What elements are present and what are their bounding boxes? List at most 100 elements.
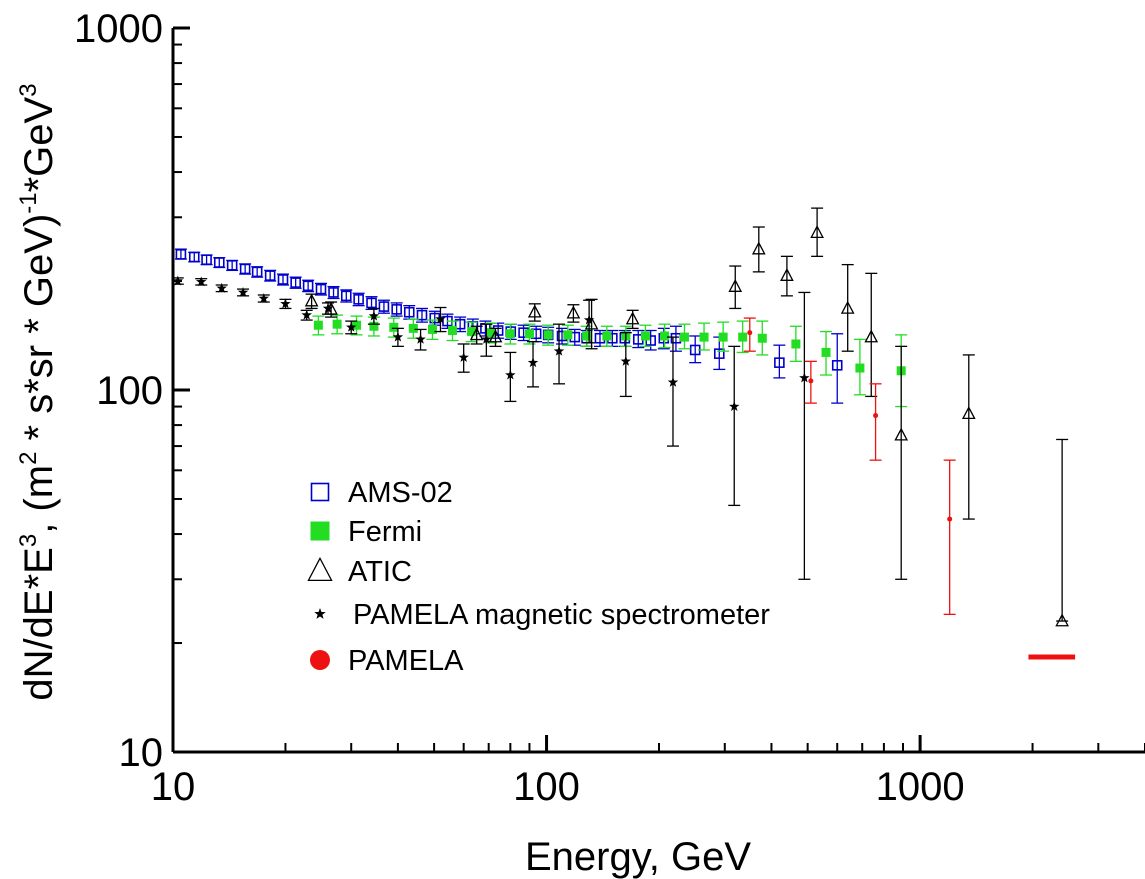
- data-point: [543, 330, 553, 340]
- data-point: [172, 275, 184, 286]
- data-point: [699, 332, 709, 342]
- x-tick-label: 10: [151, 765, 196, 809]
- data-point: [667, 376, 679, 387]
- data-point: [322, 302, 334, 313]
- data-point: [290, 277, 301, 288]
- series-fermi: [312, 314, 908, 408]
- legend: AMS-02 Fermi ATIC PAMELA magnetic spectrome…: [307, 477, 770, 677]
- legend-label: PAMELA: [348, 645, 464, 677]
- data-point: [640, 331, 650, 341]
- data-point: [738, 332, 748, 342]
- data-point: [454, 318, 466, 330]
- data-point: [352, 320, 362, 330]
- data-point: [310, 521, 330, 541]
- data-point: [304, 293, 319, 307]
- data-point: [729, 401, 740, 412]
- data-point: [346, 321, 357, 332]
- data-point: [855, 363, 865, 373]
- data-point: [310, 650, 330, 670]
- x-tick-label: 1000: [876, 765, 965, 809]
- data-point: [392, 331, 404, 342]
- y-tick-label: 1000: [74, 7, 163, 51]
- data-point: [625, 311, 640, 325]
- y-title-sup-d: 3: [15, 83, 42, 96]
- data-point: [216, 282, 227, 293]
- data-point: [307, 556, 333, 581]
- data-point: [873, 413, 879, 419]
- data-point: [780, 267, 794, 281]
- data-point: [505, 329, 515, 339]
- data-point: [328, 287, 339, 298]
- data-point: [747, 330, 753, 336]
- data-point: [582, 331, 592, 341]
- data-point: [831, 360, 843, 371]
- data-point: [810, 224, 824, 239]
- y-axis-title: dN/dE*E3, (m2 * s*sr * GeV)-1*GeV3: [15, 83, 61, 700]
- data-point: [481, 333, 492, 344]
- data-point: [645, 335, 656, 346]
- data-point: [201, 254, 212, 266]
- y-title-part-b: , (m: [17, 465, 61, 534]
- y-title-part-a: dN/dE*E: [17, 547, 61, 700]
- data-point: [840, 300, 855, 314]
- data-point: [821, 347, 831, 357]
- data-point: [718, 332, 728, 342]
- data-point: [553, 345, 565, 356]
- legend-label: ATIC: [348, 556, 412, 588]
- x-axis-title: Energy, GeV: [525, 835, 751, 879]
- data-point: [505, 369, 516, 380]
- data-point: [314, 607, 326, 619]
- data-point: [368, 310, 380, 321]
- data-point: [389, 322, 399, 332]
- data-point: [791, 339, 801, 349]
- data-point: [310, 482, 330, 502]
- data-point: [947, 516, 953, 522]
- data-point: [961, 405, 976, 420]
- x-tick-label: 100: [513, 765, 580, 809]
- data-point: [467, 327, 477, 337]
- legend-label: AMS-02: [348, 477, 453, 509]
- data-point: [416, 309, 428, 321]
- data-point: [566, 305, 581, 319]
- data-point: [340, 290, 352, 302]
- data-point: [366, 297, 377, 309]
- data-point: [408, 323, 418, 333]
- data-point: [332, 319, 342, 329]
- data-point: [751, 241, 766, 255]
- data-point: [403, 306, 415, 318]
- data-point: [757, 333, 767, 343]
- y-title-sup-c: -1: [15, 192, 42, 213]
- legend-label: PAMELA magnetic spectrometer: [353, 599, 770, 631]
- data-point: [486, 328, 496, 338]
- data-point: [188, 251, 200, 263]
- data-point: [728, 278, 743, 292]
- data-point: [415, 333, 426, 344]
- y-title-part-c: * s*sr * GeV): [17, 214, 61, 452]
- data-point: [799, 372, 810, 383]
- data-point: [527, 357, 539, 368]
- data-point: [378, 301, 390, 312]
- series-layer: [171, 207, 1076, 660]
- data-point: [369, 321, 379, 331]
- series-pamela-magnetic-spectrometer: [171, 275, 811, 580]
- data-point: [447, 326, 457, 336]
- data-point: [435, 313, 446, 324]
- data-point: [458, 351, 469, 362]
- y-title-sup-a: 3: [15, 534, 42, 547]
- data-point: [864, 329, 879, 343]
- data-point: [524, 329, 534, 339]
- data-point: [313, 320, 323, 330]
- data-point: [258, 292, 270, 303]
- data-point: [774, 357, 785, 368]
- data-point: [195, 276, 207, 287]
- data-point: [277, 274, 289, 285]
- data-point: [583, 314, 595, 325]
- y-tick-label: 100: [96, 369, 163, 413]
- data-point: [302, 280, 314, 292]
- series-pamela: [743, 317, 1076, 660]
- data-point: [226, 260, 238, 271]
- y-title-sup-b: 2: [15, 452, 42, 465]
- data-point: [239, 263, 251, 275]
- y-tick-label: 10: [119, 731, 164, 775]
- data-point: [251, 266, 263, 278]
